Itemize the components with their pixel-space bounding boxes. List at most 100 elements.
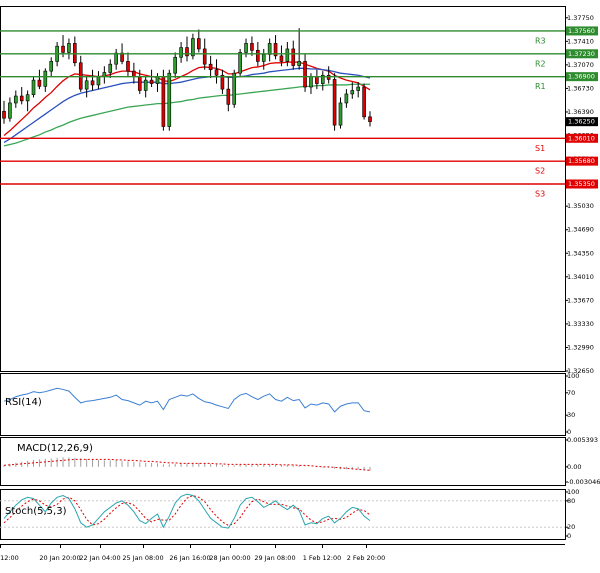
- candle-body: [244, 43, 248, 53]
- candle-body: [49, 61, 54, 72]
- stoch-tick-label: 80: [567, 497, 575, 505]
- level-price-label: 1.37560: [568, 27, 595, 35]
- time-tick-label: 28 Jan 00:00: [209, 554, 250, 562]
- candle-body: [256, 50, 260, 62]
- price-tick-label: 1.37070: [567, 61, 594, 69]
- candle-body: [220, 74, 225, 90]
- candle-body: [279, 55, 284, 62]
- rsi-tick-label: 0: [567, 428, 571, 436]
- candle-body: [108, 63, 113, 73]
- level-price-label: 1.36010: [568, 134, 595, 142]
- moving-average-line: [3, 67, 371, 144]
- candle-body: [197, 38, 201, 50]
- moving-average-line: [3, 83, 370, 147]
- candle-body: [232, 72, 237, 105]
- candle-body: [179, 47, 183, 58]
- level-price-box: [566, 133, 598, 143]
- candle-body: [297, 61, 301, 66]
- candle-body: [185, 47, 189, 57]
- candle-body: [155, 76, 160, 84]
- pane-frame-rsi: [0, 373, 566, 436]
- candle-body: [344, 93, 349, 104]
- candle-body: [143, 79, 148, 91]
- rsi-tick-label: 70: [567, 389, 575, 397]
- candle-body: [309, 76, 313, 88]
- stoch-d-line: [3, 494, 371, 526]
- price-tick-label: 1.33330: [567, 320, 594, 328]
- candle-body: [202, 48, 207, 65]
- candle-body: [338, 102, 343, 126]
- candle-body: [137, 76, 142, 91]
- stoch-title: Stoch(5,5,3): [5, 506, 67, 517]
- price-tick-label: 1.35030: [567, 202, 594, 210]
- stoch-tick-label: 100: [567, 488, 579, 496]
- level-name-r2: R2: [535, 59, 546, 68]
- pane-frame-main: [0, 6, 566, 372]
- candle-body: [208, 63, 213, 71]
- rsi-tick-label: 100: [567, 372, 579, 380]
- candle-body: [350, 90, 355, 95]
- candle-body: [250, 43, 254, 51]
- price-tick-label: 1.36730: [567, 84, 594, 92]
- candle-body: [114, 52, 118, 65]
- pane-frame-stoch: [0, 489, 566, 540]
- stoch-k-line: [3, 493, 371, 529]
- level-name-r3: R3: [535, 36, 546, 45]
- moving-average-line: [3, 61, 371, 137]
- candle-body: [291, 48, 296, 66]
- level-name-s1: S1: [535, 144, 545, 153]
- price-tick-label: 1.32650: [567, 367, 594, 375]
- candle-body: [173, 56, 177, 74]
- candle-body: [2, 110, 6, 119]
- candle-body: [149, 79, 154, 84]
- candle-body: [273, 43, 278, 57]
- candle-body: [132, 70, 136, 77]
- macd-signal-line: [3, 458, 371, 471]
- level-name-s2: S2: [535, 167, 545, 176]
- time-tick-label: 26 Jan 16:00: [169, 554, 210, 562]
- time-tick-label: 29 Jan 08:00: [254, 554, 295, 562]
- candle-body: [126, 61, 130, 72]
- level-price-box: [566, 156, 598, 166]
- candle-body: [43, 70, 48, 87]
- candle-body: [14, 95, 18, 104]
- price-tick-label: 1.32990: [567, 343, 594, 351]
- candle-body: [8, 102, 12, 119]
- candle-body: [368, 116, 372, 122]
- macd-tick-label: 0.00: [567, 463, 581, 471]
- candle-body: [191, 38, 195, 57]
- candle-body: [96, 76, 101, 86]
- macd-tick-label: 0.005393: [567, 436, 598, 444]
- level-price-box: [566, 72, 598, 82]
- level-price-label: 1.35350: [568, 180, 595, 188]
- price-tick-label: 1.34690: [567, 226, 594, 234]
- time-tick-label: 2 Feb 20:00: [347, 554, 386, 562]
- candle-body: [226, 88, 231, 105]
- price-tick-label: 1.36390: [567, 108, 594, 116]
- candle-body: [84, 80, 89, 90]
- macd-tick-label: -0.003046: [567, 478, 600, 486]
- stoch-tick-label: 20: [567, 523, 575, 531]
- rsi-title: RSI(14): [5, 397, 42, 408]
- rsi-line: [3, 387, 371, 413]
- candle-body: [332, 79, 337, 126]
- price-tick-label: 1.33670: [567, 296, 594, 304]
- macd-title: MACD(12,26,9): [17, 443, 93, 454]
- candle-body: [315, 76, 319, 84]
- current-price-label: 1.36250: [568, 118, 595, 126]
- price-tick-label: 1.37410: [567, 37, 594, 45]
- time-tick-label: Jan 12:00: [0, 554, 19, 562]
- candle-body: [31, 79, 36, 95]
- stoch-tick-label: 0: [567, 532, 571, 540]
- candle-body: [25, 94, 30, 102]
- level-price-label: 1.36900: [568, 73, 595, 81]
- candle-body: [37, 79, 42, 87]
- candle-body: [67, 43, 71, 53]
- price-tick-label: 1.37750: [567, 14, 594, 22]
- time-tick-label: 1 Feb 12:00: [303, 554, 342, 562]
- time-tick-label: 20 Jan 20:00: [39, 554, 80, 562]
- candle-body: [267, 43, 272, 55]
- candle-body: [285, 48, 290, 62]
